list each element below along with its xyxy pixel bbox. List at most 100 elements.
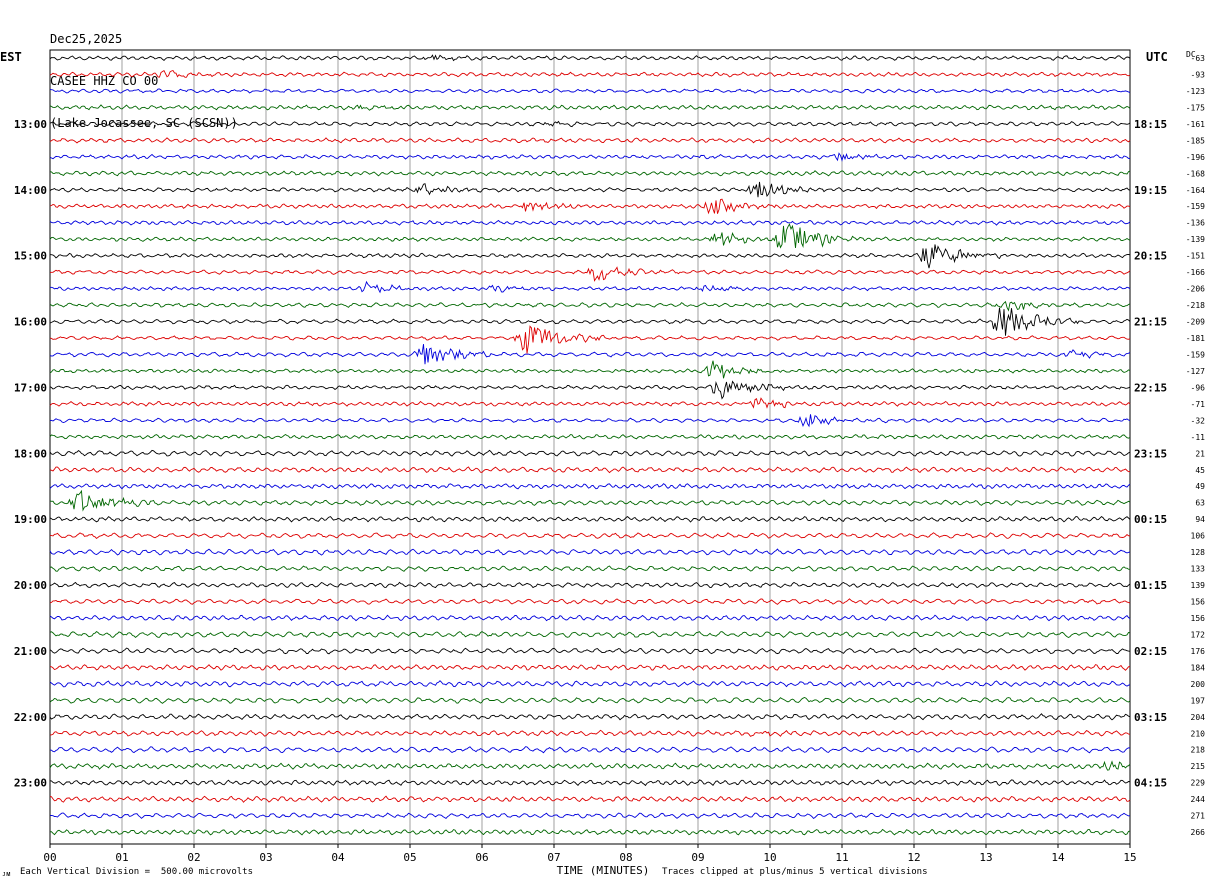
left-hour-label: 14:00: [14, 184, 47, 197]
dc-offset-label: -168: [1186, 169, 1205, 178]
dc-offset-label: -151: [1186, 252, 1205, 261]
left-hour-labels: 13:00 14:00 15:00 16:00 17:00 18:00 19:00 20:00…: [14, 118, 47, 790]
trace-row-31: [49, 565, 1131, 572]
right-hour-label: 02:15: [1134, 645, 1167, 658]
dc-offset-label: 271: [1191, 812, 1206, 821]
footer-division-note: Each Vertical Division = 500.00 microvol…: [20, 867, 253, 877]
trace-row-37: [49, 664, 1131, 671]
left-hour-label: 21:00: [14, 645, 47, 658]
dc-offset-label: -166: [1186, 268, 1205, 277]
x-tick-label: 09: [691, 851, 704, 864]
dc-offset-label: -63: [1191, 54, 1206, 63]
trace-row-42: [49, 746, 1131, 754]
trace-row-41: [49, 729, 1131, 737]
right-hour-label: 22:15: [1134, 381, 1167, 394]
left-hour-label: 18:00: [14, 447, 47, 460]
trace-row-47: [49, 828, 1131, 836]
dc-offset-label: 156: [1191, 598, 1206, 607]
x-tick-label: 15: [1123, 851, 1136, 864]
right-hour-label: 23:15: [1134, 447, 1167, 460]
x-tick-label: 01: [115, 851, 128, 864]
right-hour-label: 00:15: [1134, 513, 1167, 526]
dc-offset-label: 218: [1191, 746, 1206, 755]
x-tick-label: 10: [763, 851, 776, 864]
dc-offset-label: 94: [1195, 515, 1205, 524]
dc-offset-label: -93: [1191, 70, 1206, 79]
right-hour-label: 18:15: [1134, 118, 1167, 131]
trace-row-44: [49, 779, 1131, 787]
x-tick-label: 03: [259, 851, 272, 864]
trace-row-28: [49, 515, 1131, 523]
dc-offset-label: -185: [1186, 136, 1205, 145]
trace-row-19: [49, 360, 1131, 379]
dc-offset-label: 139: [1191, 581, 1206, 590]
dc-offset-label: -206: [1186, 285, 1205, 294]
dc-offset-label: 184: [1191, 663, 1206, 672]
header-date: Dec25,2025: [50, 32, 123, 46]
dc-offset-label: 204: [1191, 713, 1206, 722]
dc-offset-label: 244: [1191, 795, 1206, 804]
footer-corner-mark: ᴊᴍ: [2, 870, 11, 878]
trace-row-3: [49, 104, 1131, 111]
plot-frame: [49, 49, 1131, 845]
dc-label: DC: [1186, 50, 1196, 59]
x-tick-label: 07: [547, 851, 560, 864]
trace-row-17: [49, 325, 1131, 354]
header-station: CASEE HHZ CO 00: [50, 74, 159, 88]
left-hour-label: 23:00: [14, 777, 47, 790]
dc-offset-label: 45: [1195, 466, 1205, 475]
right-hour-label: 01:15: [1134, 579, 1167, 592]
dc-offset-label: 63: [1195, 499, 1205, 508]
left-timezone-label: EST: [0, 50, 22, 64]
trace-row-9: [49, 198, 1131, 215]
x-tick-label: 02: [187, 851, 200, 864]
dc-offset-label: 133: [1191, 565, 1206, 574]
trace-row-32: [49, 581, 1131, 589]
trace-row-6: [49, 152, 1131, 162]
dc-offset-label: -164: [1186, 186, 1205, 195]
trace-row-7: [49, 170, 1131, 177]
dc-offset-label: -71: [1191, 400, 1206, 409]
right-hour-label: 03:15: [1134, 711, 1167, 724]
dc-offset-label: -209: [1186, 318, 1205, 327]
trace-row-11: [49, 223, 1131, 249]
dc-offset-label: -11: [1191, 433, 1206, 442]
dc-offset-label: -196: [1186, 153, 1205, 162]
header-location: (Lake Jocassee, SC (SCSN)): [50, 116, 238, 130]
dc-offset-label: 210: [1191, 729, 1206, 738]
left-hour-label: 22:00: [14, 711, 47, 724]
dc-offset-label: 197: [1191, 696, 1206, 705]
right-timezone-label: UTC: [1146, 50, 1168, 64]
trace-row-14: [50, 280, 1131, 294]
trace-row-35: [49, 630, 1131, 639]
dc-offset-label: -181: [1186, 334, 1205, 343]
left-hour-label: 16:00: [14, 316, 47, 329]
dc-offset-label: -136: [1186, 219, 1205, 228]
trace-row-2: [49, 88, 1131, 94]
dc-offset-label: -175: [1186, 103, 1205, 112]
dc-offset-label: 215: [1191, 762, 1206, 771]
trace-row-25: [49, 466, 1131, 474]
x-tick-label: 14: [1051, 851, 1065, 864]
dc-offset-label: -127: [1186, 367, 1205, 376]
dc-offset-label: -123: [1186, 87, 1205, 96]
dc-offset-label: -218: [1186, 301, 1205, 310]
plot-grid: [49, 49, 1131, 845]
trace-row-26: [49, 483, 1131, 490]
trace-row-5: [49, 137, 1131, 144]
trace-row-18: [49, 344, 1131, 365]
dc-offset-label: 172: [1191, 630, 1206, 639]
dc-offset-label: 128: [1191, 548, 1206, 557]
left-hour-label: 20:00: [14, 579, 47, 592]
right-hour-labels: 18:15 19:15 20:15 21:15 22:15 23:15 00:15 01:15…: [1134, 118, 1167, 790]
x-tick-label: 11: [835, 851, 848, 864]
dc-offset-label: 229: [1191, 779, 1206, 788]
dc-offset-label: -96: [1191, 383, 1206, 392]
x-tick-label: 12: [907, 851, 920, 864]
trace-row-30: [49, 548, 1131, 556]
dc-offset-label: -32: [1191, 416, 1206, 425]
header-block: Dec25,2025 CASEE HHZ CO 00 (Lake Jocasse…: [50, 4, 238, 144]
trace-row-29: [49, 532, 1131, 540]
trace-row-10: [49, 219, 1131, 226]
trace-group: [49, 54, 1131, 836]
